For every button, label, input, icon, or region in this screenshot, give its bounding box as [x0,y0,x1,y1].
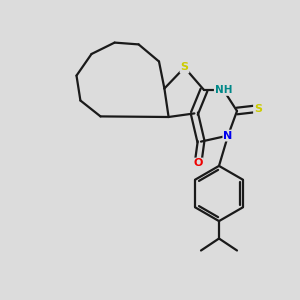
Text: O: O [193,158,203,169]
Text: N: N [224,130,232,141]
Text: S: S [181,62,188,73]
Text: S: S [254,103,262,114]
Text: NH: NH [215,85,232,95]
